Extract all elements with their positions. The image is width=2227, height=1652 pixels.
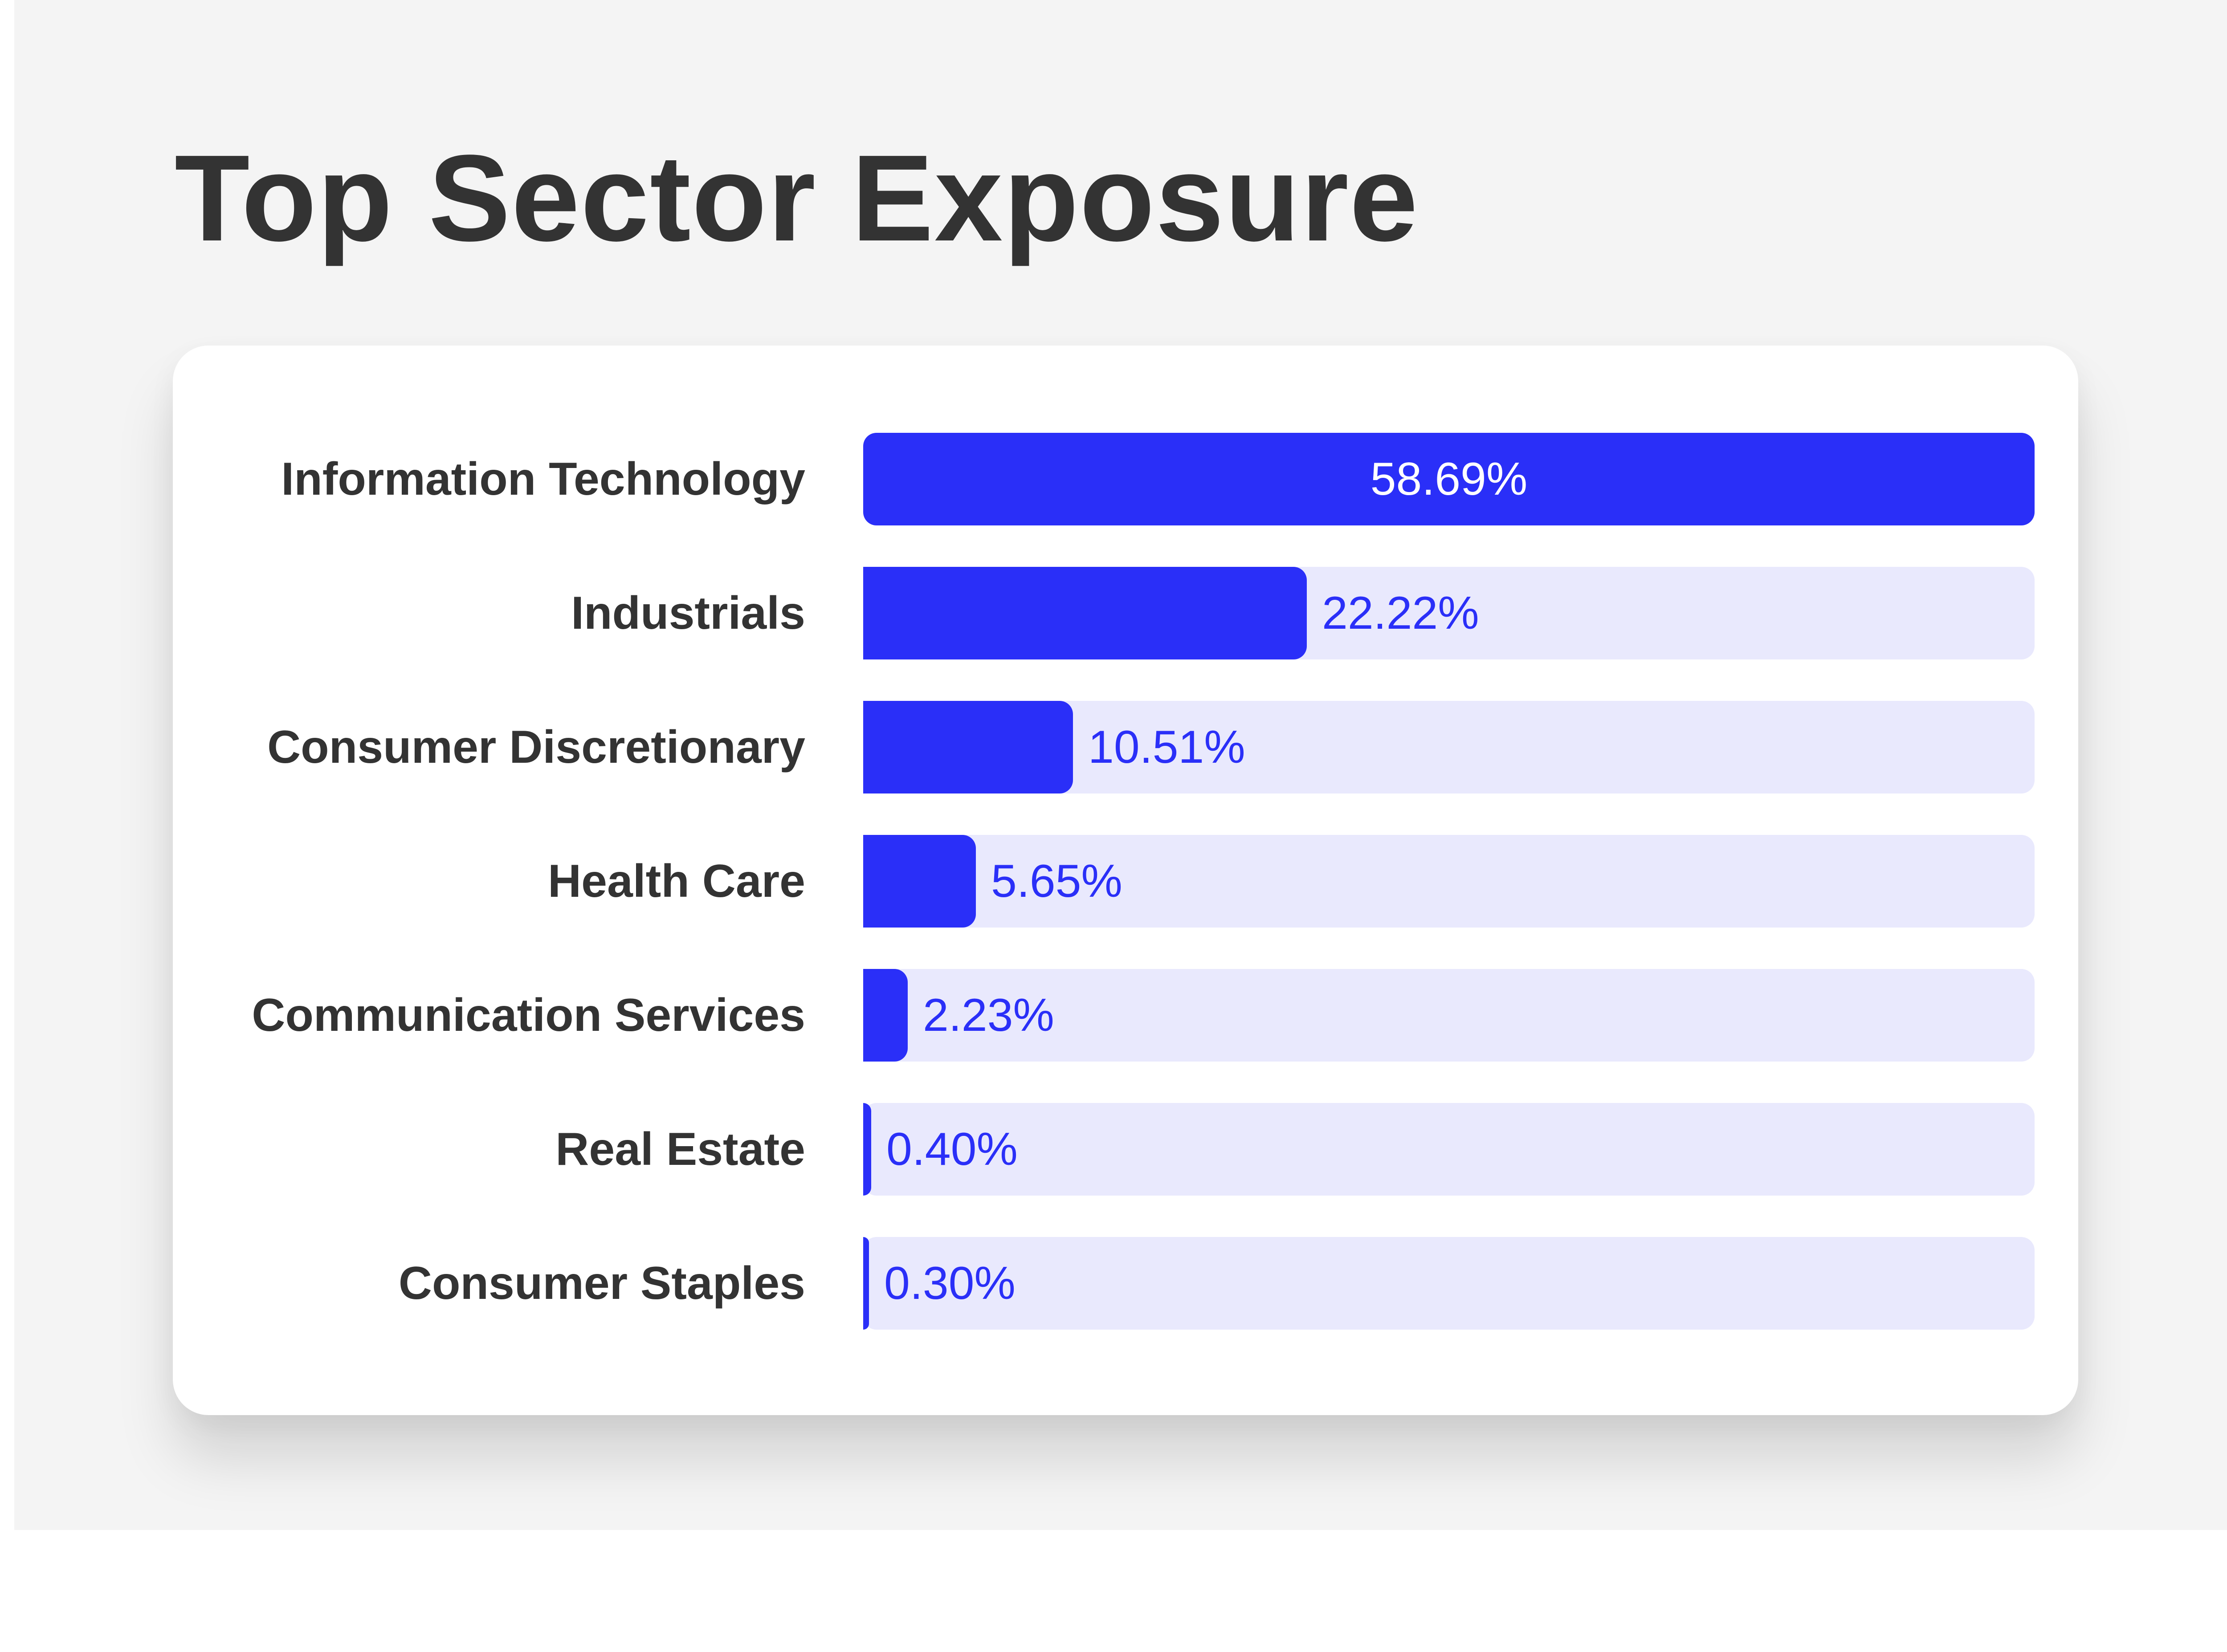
bar-row-consumer-staples: Consumer Staples 0.30% — [173, 1237, 2078, 1330]
bar — [863, 567, 1307, 659]
category-label: Consumer Discretionary — [267, 721, 805, 773]
category-label: Industrials — [571, 587, 805, 639]
bar — [863, 433, 2035, 525]
bar — [863, 1237, 869, 1330]
bar — [863, 1103, 871, 1196]
bar — [863, 835, 976, 928]
category-label: Communication Services — [252, 989, 805, 1041]
bar — [863, 969, 908, 1062]
data-label: 2.23% — [923, 989, 1054, 1041]
bar-track: 58.69% — [863, 433, 2035, 525]
chart-card: Information Technology 58.69% Industrials 2… — [173, 346, 2078, 1415]
bar-row-industrials: Industrials 22.22% — [173, 567, 2078, 659]
data-label: 10.51% — [1088, 721, 1245, 773]
category-label: Information Technology — [281, 453, 805, 505]
data-label: 5.65% — [991, 855, 1122, 907]
bar-track: 10.51% — [863, 701, 2035, 793]
category-label: Health Care — [548, 855, 805, 907]
bar — [863, 701, 1073, 793]
data-label: 0.40% — [886, 1123, 1018, 1175]
bar-row-real-estate: Real Estate 0.40% — [173, 1103, 2078, 1196]
data-label: 22.22% — [1322, 587, 1479, 639]
bar-track: 0.40% — [863, 1103, 2035, 1196]
bar-track: 22.22% — [863, 567, 2035, 659]
bar-track: 5.65% — [863, 835, 2035, 928]
data-label: 0.30% — [884, 1257, 1016, 1309]
bar-track: 0.30% — [863, 1237, 2035, 1330]
category-label: Real Estate — [555, 1123, 805, 1175]
bar-row-information-technology: Information Technology 58.69% — [173, 433, 2078, 525]
category-label: Consumer Staples — [398, 1257, 805, 1309]
bar-row-communication-services: Communication Services 2.23% — [173, 969, 2078, 1062]
bar-row-health-care: Health Care 5.65% — [173, 835, 2078, 928]
data-label: 58.69% — [1370, 453, 1528, 505]
bar-track: 2.23% — [863, 969, 2035, 1062]
chart-title: Top Sector Exposure — [175, 130, 1419, 267]
chart-background: Top Sector Exposure Information Technolo… — [14, 0, 2227, 1530]
bar-row-consumer-discretionary: Consumer Discretionary 10.51% — [173, 701, 2078, 793]
